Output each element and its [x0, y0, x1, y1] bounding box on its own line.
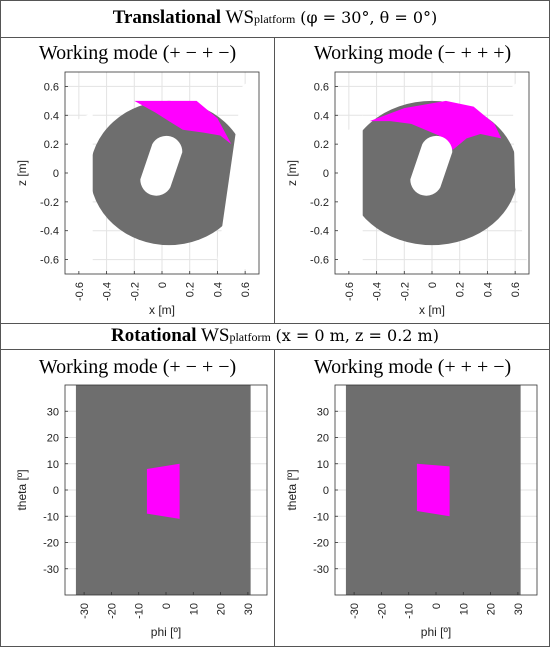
y-tick-label: 0.2: [44, 139, 59, 151]
divider: [0, 323, 550, 324]
y-tick-label: 0: [53, 168, 59, 180]
chart-title: Working mode (− + + +): [313, 42, 512, 64]
x-tick-label: 0.2: [185, 282, 197, 297]
y-axis-label: z [m]: [15, 160, 29, 186]
cut-region: [65, 112, 93, 275]
chart-title: Working mode (+ − + −): [38, 42, 237, 64]
y-tick-label: 0.6: [44, 81, 59, 93]
x-tick-label: -0.6: [74, 282, 86, 301]
divider: [274, 349, 275, 647]
x-tick-label: 0.6: [240, 282, 252, 297]
x-tick-label: 0.4: [212, 282, 224, 297]
chart-title: Working mode (+ + + −): [313, 356, 512, 378]
section-header-translational: Translational WSplatform (φ = 30°, θ = 0…: [112, 7, 438, 28]
x-tick-label: -0.2: [129, 282, 141, 301]
chart-title: Working mode (+ − + −): [38, 356, 237, 378]
divider: [0, 349, 550, 350]
x-axis-label: x [m]: [149, 303, 175, 317]
workspace-region: [134, 100, 232, 145]
y-tick-label: -0.2: [40, 197, 59, 209]
hole-region: [140, 135, 183, 196]
y-tick-label: 0.4: [44, 110, 59, 122]
divider: [274, 37, 275, 323]
x-tick-label: 0: [157, 282, 169, 288]
y-tick-label: -0.6: [40, 255, 59, 267]
y-tick-label: -0.4: [40, 226, 59, 238]
divider: [0, 37, 550, 38]
cut-region: [217, 72, 259, 274]
section-header-rotational: Rotational WSplatform (x = 0 m, z = 0.2 …: [111, 325, 439, 346]
x-tick-label: -0.4: [102, 282, 114, 301]
